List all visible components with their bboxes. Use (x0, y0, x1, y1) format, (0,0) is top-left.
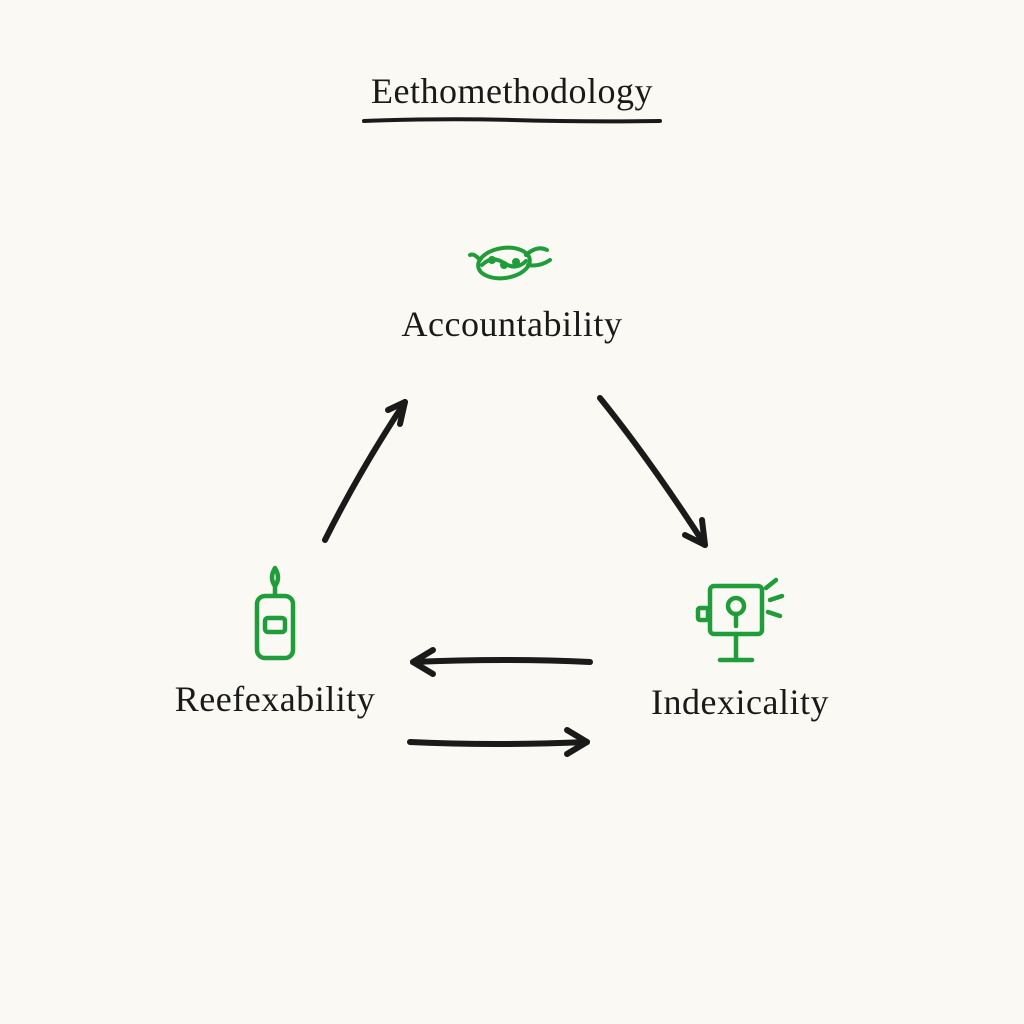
title-underline (362, 116, 662, 126)
diagram-title: Eethomethodology (371, 70, 653, 112)
node-reflexability: Reefexability (135, 560, 415, 720)
arrow-account-to-index (580, 380, 740, 570)
node-label-reflexability: Reefexability (135, 678, 415, 720)
leaf-bug-icon (380, 225, 644, 295)
node-indexicality: Indexicality (600, 568, 880, 723)
candle-icon (135, 560, 415, 670)
arrow-reflex-to-index (395, 720, 605, 765)
arrow-index-to-reflex (395, 640, 605, 685)
arrow-reflex-to-account (300, 380, 450, 560)
node-accountability: Accountability (380, 225, 644, 345)
node-label-indexicality: Indexicality (600, 681, 880, 723)
node-label-accountability: Accountability (380, 303, 644, 345)
diagram-canvas: Eethomethodology Accountability (0, 0, 1024, 1024)
signpost-icon (600, 568, 880, 673)
